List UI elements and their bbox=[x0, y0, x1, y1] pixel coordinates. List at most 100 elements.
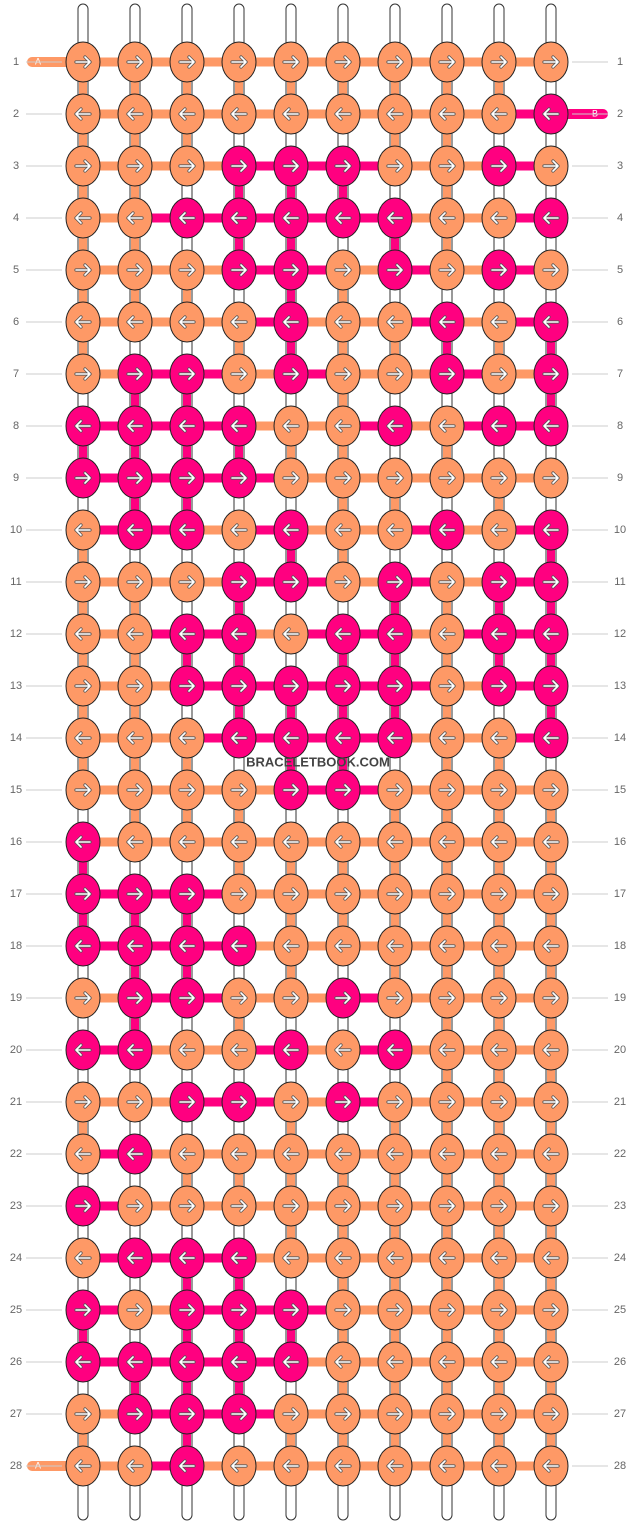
knot-arrow bbox=[283, 472, 299, 484]
knot-arrow bbox=[491, 524, 507, 536]
knot-arrow bbox=[491, 1200, 507, 1212]
knot-arrow bbox=[179, 1408, 195, 1420]
knot-arrow bbox=[283, 836, 299, 848]
knot-arrow bbox=[439, 1408, 455, 1420]
knot-arrow bbox=[231, 212, 247, 224]
knot-arrow bbox=[335, 212, 351, 224]
row-number: 4 bbox=[13, 212, 19, 224]
knot-arrow bbox=[127, 472, 143, 484]
knot-arrow bbox=[439, 1044, 455, 1056]
knot-arrow bbox=[387, 1252, 403, 1264]
knot-arrow bbox=[439, 1460, 455, 1472]
knot-arrow bbox=[127, 1044, 143, 1056]
row-number: 10 bbox=[614, 524, 626, 536]
knot-arrow bbox=[75, 420, 91, 432]
knot-arrow bbox=[231, 1148, 247, 1160]
knot-arrow bbox=[439, 1304, 455, 1316]
row-number: 1 bbox=[617, 56, 623, 68]
knot-arrow bbox=[387, 1044, 403, 1056]
knot-arrow bbox=[75, 264, 91, 276]
knot-arrow bbox=[335, 784, 351, 796]
knot-arrow bbox=[439, 264, 455, 276]
knot-arrow bbox=[335, 628, 351, 640]
knot-arrow bbox=[127, 836, 143, 848]
knot-arrow bbox=[387, 1200, 403, 1212]
knot-arrow bbox=[491, 472, 507, 484]
knot-arrow bbox=[179, 628, 195, 640]
knot-arrow bbox=[75, 160, 91, 172]
knot-arrow bbox=[491, 576, 507, 588]
knot-arrow bbox=[387, 160, 403, 172]
row-number: 25 bbox=[614, 1304, 626, 1316]
knot-arrow bbox=[127, 628, 143, 640]
knot-arrow bbox=[283, 264, 299, 276]
knot-arrow bbox=[127, 1200, 143, 1212]
knot-arrow bbox=[387, 264, 403, 276]
knot-arrow bbox=[127, 420, 143, 432]
row-number: 9 bbox=[13, 472, 19, 484]
knot-arrow bbox=[387, 680, 403, 692]
knot-arrow bbox=[491, 1408, 507, 1420]
knot-arrow bbox=[283, 992, 299, 1004]
knot-arrow bbox=[283, 628, 299, 640]
row-number: 4 bbox=[617, 212, 623, 224]
knot-arrow bbox=[75, 888, 91, 900]
knot-arrow bbox=[231, 524, 247, 536]
row-number: 10 bbox=[10, 524, 22, 536]
knot-arrow bbox=[75, 1304, 91, 1316]
knot-arrow bbox=[75, 316, 91, 328]
knot-arrow bbox=[231, 992, 247, 1004]
knot-arrow bbox=[543, 836, 559, 848]
knot-arrow bbox=[127, 56, 143, 68]
knot-arrow bbox=[335, 264, 351, 276]
knot-arrow bbox=[543, 1148, 559, 1160]
knot-arrow bbox=[231, 1460, 247, 1472]
knot-arrow bbox=[439, 992, 455, 1004]
row-number: 26 bbox=[614, 1356, 626, 1368]
row-number: 5 bbox=[617, 264, 623, 276]
knot-arrow bbox=[335, 888, 351, 900]
knot-arrow bbox=[283, 368, 299, 380]
knot-arrow bbox=[75, 1408, 91, 1420]
row-number: 5 bbox=[13, 264, 19, 276]
knot-arrow bbox=[335, 368, 351, 380]
row-number: 16 bbox=[10, 836, 22, 848]
knot-arrow bbox=[231, 472, 247, 484]
knot-arrow bbox=[231, 1096, 247, 1108]
knot-arrow bbox=[543, 940, 559, 952]
knot-arrow bbox=[335, 1252, 351, 1264]
knot-arrow bbox=[543, 264, 559, 276]
knot-arrow bbox=[543, 1252, 559, 1264]
knot-arrow bbox=[439, 732, 455, 744]
knot-arrow bbox=[543, 680, 559, 692]
knot-arrow bbox=[127, 940, 143, 952]
knot-arrow bbox=[491, 1356, 507, 1368]
knot-arrow bbox=[179, 420, 195, 432]
knot-arrow bbox=[387, 472, 403, 484]
knot-arrow bbox=[179, 368, 195, 380]
row-number: 22 bbox=[10, 1148, 22, 1160]
knot-arrow bbox=[439, 1148, 455, 1160]
knot-arrow bbox=[335, 1148, 351, 1160]
knot-arrow bbox=[491, 368, 507, 380]
knot-arrow bbox=[335, 56, 351, 68]
knot-arrow bbox=[335, 160, 351, 172]
knot-arrow bbox=[283, 212, 299, 224]
knot-arrow bbox=[439, 420, 455, 432]
knot-arrow bbox=[335, 836, 351, 848]
knot-arrow bbox=[75, 732, 91, 744]
knot-arrow bbox=[491, 316, 507, 328]
knot-arrow bbox=[439, 1096, 455, 1108]
knot-arrow bbox=[387, 420, 403, 432]
knot-arrow bbox=[231, 888, 247, 900]
knot-arrow bbox=[439, 940, 455, 952]
row-number: 21 bbox=[10, 1096, 22, 1108]
knot-arrow bbox=[283, 108, 299, 120]
knot-arrow bbox=[283, 888, 299, 900]
row-number: 6 bbox=[13, 316, 19, 328]
knot-arrow bbox=[491, 732, 507, 744]
row-number: 20 bbox=[614, 1044, 626, 1056]
knot-arrow bbox=[335, 992, 351, 1004]
knot-arrow bbox=[75, 524, 91, 536]
knot-arrow bbox=[75, 628, 91, 640]
